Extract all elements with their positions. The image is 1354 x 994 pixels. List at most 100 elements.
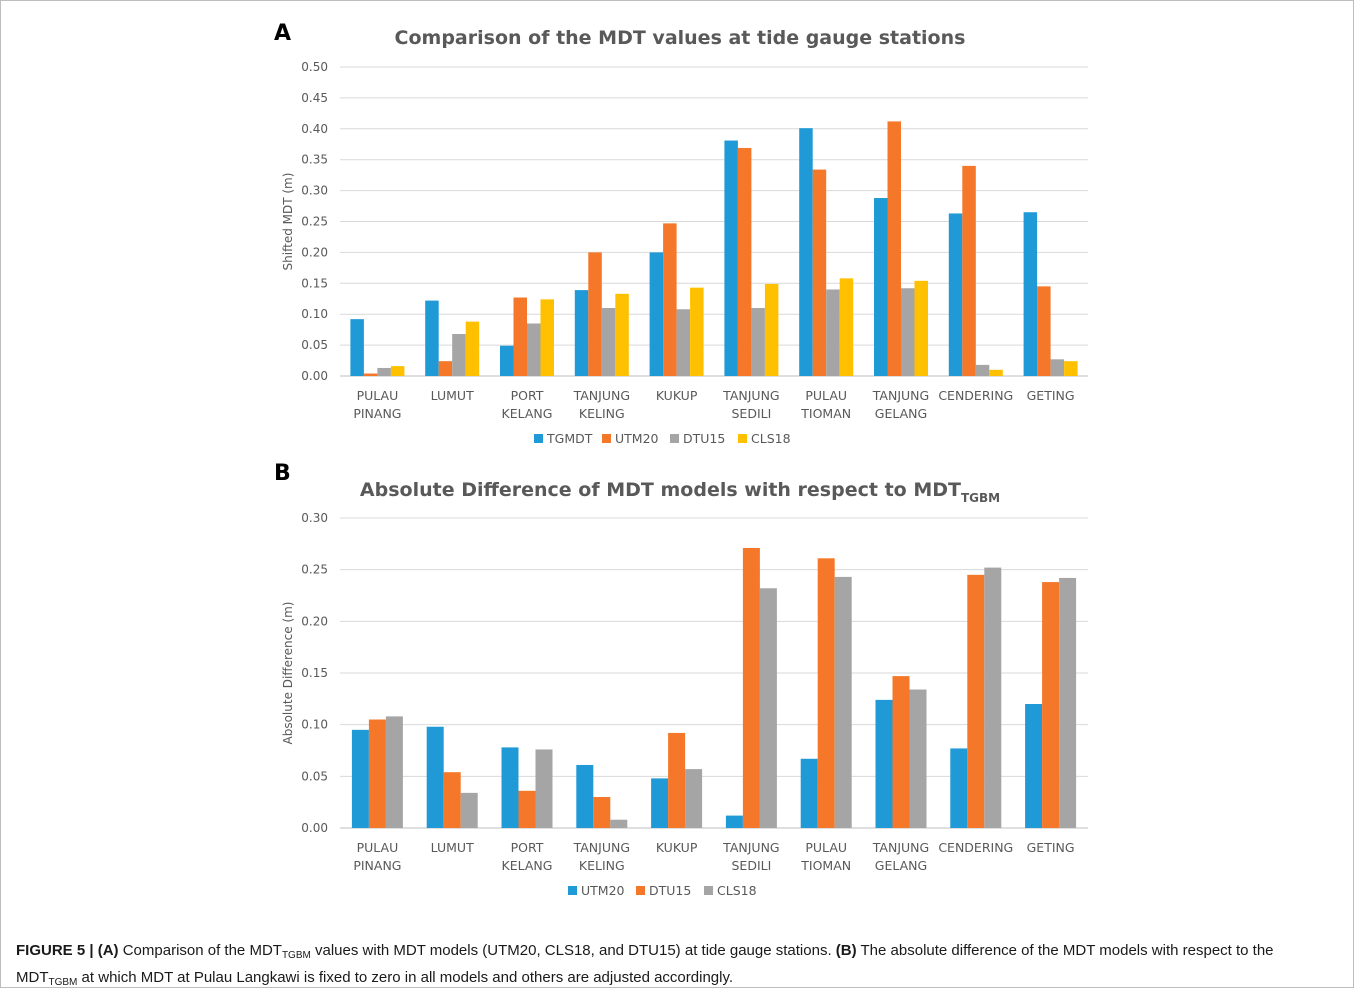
chart-b-bar-utm20 [426,726,444,828]
chart-b-bar-utm20 [1025,704,1043,828]
chart-a-bar-utm20 [737,147,752,376]
chart-a-legend-label: DTU15 [683,431,725,446]
caption-part-a-subscript: TGBM [281,950,311,961]
chart-b-y-tick-label: 0.30 [301,511,328,525]
chart-a-bar-tgmdt [574,290,589,376]
chart-b-category-label: TANJUNG [872,840,929,855]
chart-a-legend-swatch [670,434,679,443]
chart-b-category-label: GETING [1027,840,1075,855]
chart-a-bar-dtu15 [676,309,691,376]
chart-b-bar-cls18 [834,576,852,828]
chart-b-legend-label: DTU15 [649,883,691,898]
chart-a-category-label: LUMUT [431,388,474,403]
chart-b-bar-dtu15 [1042,582,1060,828]
chart-b-bar-dtu15 [742,547,760,828]
chart-a-category-label: TANJUNG [872,388,929,403]
chart-a-bar-tgmdt [649,252,664,376]
chart-a-legend-label: TGMDT [546,431,593,446]
chart-b-legend-swatch [636,886,645,895]
chart-a-bar-dtu15 [527,323,541,376]
chart-a-category-label: PULAU [357,388,399,403]
chart-b-bar-cls18 [759,588,777,828]
chart-a-bar-dtu15 [601,308,616,376]
chart-b-category-label: KELANG [502,858,553,873]
chart-b-y-tick-label: 0.25 [301,563,328,577]
chart-b-y-tick-label: 0.20 [301,614,328,628]
chart-a-y-tick-label: 0.10 [301,307,328,321]
chart-a-bar-utm20 [438,361,453,376]
chart-b-title: Absolute Difference of MDT models with r… [360,479,1000,505]
chart-b-bar-dtu15 [817,558,835,828]
chart-b-bar-dtu15 [518,790,536,828]
chart-b-bar-dtu15 [593,797,611,828]
chart-a-bar-dtu15 [901,288,915,376]
chart-b-panel-letter: B [274,461,291,486]
chart-b-category-label: TIOMAN [800,858,851,873]
chart-a-bar-cls18 [615,293,629,376]
chart-a-legend-swatch [738,434,747,443]
chart-a-bar-cls18 [764,283,779,376]
chart-a-bar-cls18 [1064,361,1078,376]
chart-b-category-label: PULAU [357,840,399,855]
chart-b-bar-cls18 [460,792,478,828]
caption-part-b-label: (B) [835,942,857,959]
chart-b-y-tick-label: 0.10 [301,718,328,732]
chart-a-legend-label: CLS18 [751,431,791,446]
chart-a-bar-utm20 [513,297,527,376]
chart-b-category-label: LUMUT [431,840,474,855]
chart-b-bar-utm20 [576,764,594,828]
chart-a-y-tick-label: 0.40 [301,122,328,136]
chart-b-y-axis-label: Absolute Difference (m) [281,602,295,745]
chart-b-category-label: KUKUP [656,840,698,855]
chart-b-legend-label: UTM20 [581,883,625,898]
chart-a-bar-utm20 [363,373,378,376]
chart-b-legend-swatch [704,886,713,895]
chart-a-y-tick-label: 0.45 [301,91,328,105]
chart-a-bar-tgmdt [350,319,364,376]
chart-a-category-label: GETING [1027,388,1075,403]
chart-a-bar-dtu15 [751,308,765,376]
chart-b-bar-utm20 [501,747,519,828]
chart-b-bar-cls18 [535,749,553,828]
chart-a-y-tick-label: 0.50 [301,60,328,74]
chart-a-y-tick-label: 0.25 [301,215,328,229]
chart-b-bar-utm20 [351,729,369,828]
chart-b-category-label: PORT [511,840,544,855]
chart-b-bar-cls18 [909,689,927,828]
chart-b-category-label: CENDERING [938,840,1013,855]
chart-a-legend-swatch [602,434,611,443]
chart-b-category-label: KELING [579,858,625,873]
chart-b-bar-cls18 [610,819,628,828]
chart-b-bar-utm20 [950,748,968,828]
chart-b-category-label: TANJUNG [573,840,630,855]
chart-b-y-tick-label: 0.00 [301,821,328,835]
caption-part-a-text-2: values with MDT models (UTM20, CLS18, an… [310,942,836,959]
chart-a-bar-cls18 [540,299,554,376]
chart-a-bar-tgmdt [948,213,963,376]
caption-part-a-text-1: Comparison of the MDT [118,942,282,959]
chart-a-category-label: KELANG [502,406,553,421]
chart-b-bar-utm20 [725,815,743,828]
chart-b-legend-label: CLS18 [717,883,757,898]
chart-a-category-label: TANJUNG [573,388,630,403]
chart-a-bar-dtu15 [1050,359,1065,376]
chart-a-bar-tgmdt [500,345,514,376]
chart-a-bar-cls18 [989,369,1003,376]
chart-a-y-axis-label: Shifted MDT (m) [281,173,295,271]
chart-a-bar-dtu15 [377,367,391,376]
chart-a-category-label: SEDILI [732,406,772,421]
caption-part-b-text-2: at which MDT at Pulau Langkawi is fixed … [77,969,734,986]
chart-a-bar-dtu15 [452,333,466,376]
chart-a-legend-swatch [534,434,543,443]
chart-a-category-label: TIOMAN [800,406,851,421]
chart-a-category-label: CENDERING [938,388,1013,403]
chart-a-category-label: GELANG [875,406,927,421]
chart-b-legend-swatch [568,886,577,895]
chart-a-y-tick-label: 0.05 [301,338,328,352]
chart-a-bar-utm20 [962,165,976,376]
chart-a-category-label: KUKUP [656,388,698,403]
chart-a-category-label: KELING [579,406,625,421]
chart-b-bar-dtu15 [368,719,386,828]
chart-b-bar-cls18 [385,716,403,828]
chart-a-bar-cls18 [839,278,854,376]
